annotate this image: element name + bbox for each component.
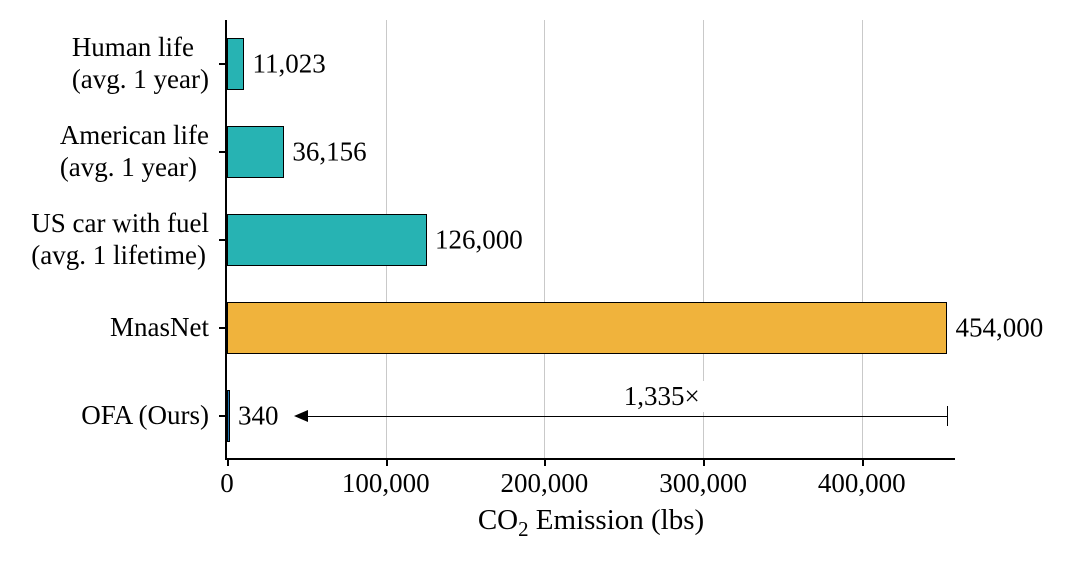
bar-mnasnet <box>227 302 947 354</box>
y-label-us-car: US car with fuel(avg. 1 lifetime) <box>31 208 227 272</box>
y-label-human-life: Human life(avg. 1 year) <box>72 32 227 96</box>
comparison-arrow-head <box>294 410 308 422</box>
y-label-line2: (avg. 1 year) <box>60 152 209 184</box>
y-label-line1: American life <box>60 120 209 150</box>
y-label-line2: (avg. 1 year) <box>72 64 209 96</box>
y-label-line1: US car with fuel <box>31 208 209 238</box>
y-label-line2: (avg. 1 lifetime) <box>31 240 209 272</box>
bar-us-car <box>227 214 427 266</box>
y-label-american-life: American life(avg. 1 year) <box>60 120 227 184</box>
bar-american-life <box>227 126 284 178</box>
co2-emission-chart: CO2 Emission (lbs) 0 100,000 200,000 300,00… <box>0 0 1080 570</box>
bar-row-human-life: Human life(avg. 1 year)11,023 <box>227 20 955 108</box>
comparison-arrow-cap <box>947 406 948 426</box>
y-label-mnasnet: MnasNet <box>110 312 227 344</box>
bar-row-mnasnet: MnasNet454,000 <box>227 284 955 372</box>
y-label-ofa: OFA (Ours) <box>81 400 227 432</box>
bar-value-human-life: 11,023 <box>252 49 325 80</box>
x-tick-label: 300,000 <box>659 468 747 499</box>
bar-value-american-life: 36,156 <box>292 137 366 168</box>
bar-human-life <box>227 38 244 90</box>
comparison-arrow-line <box>296 416 947 417</box>
y-label-line1: OFA (Ours) <box>81 400 209 430</box>
x-tick-label: 400,000 <box>818 468 906 499</box>
bar-value-mnasnet: 454,000 <box>955 313 1043 344</box>
bar-row-us-car: US car with fuel(avg. 1 lifetime)126,000 <box>227 196 955 284</box>
x-tick-label: 200,000 <box>501 468 589 499</box>
x-tick-label: 0 <box>220 468 234 499</box>
y-label-line1: Human life <box>72 32 194 62</box>
bar-row-american-life: American life(avg. 1 year)36,156 <box>227 108 955 196</box>
y-label-line1: MnasNet <box>110 312 209 342</box>
plot-area: CO2 Emission (lbs) 0100,000200,000300,00… <box>225 20 955 460</box>
bar-value-us-car: 126,000 <box>435 225 523 256</box>
bar-value-ofa: 340 <box>238 401 279 432</box>
bar-ofa <box>227 390 230 442</box>
x-tick-label: 100,000 <box>342 468 430 499</box>
x-axis-title: CO2 Emission (lbs) <box>478 504 704 542</box>
comparison-label: 1,335× <box>620 381 704 412</box>
